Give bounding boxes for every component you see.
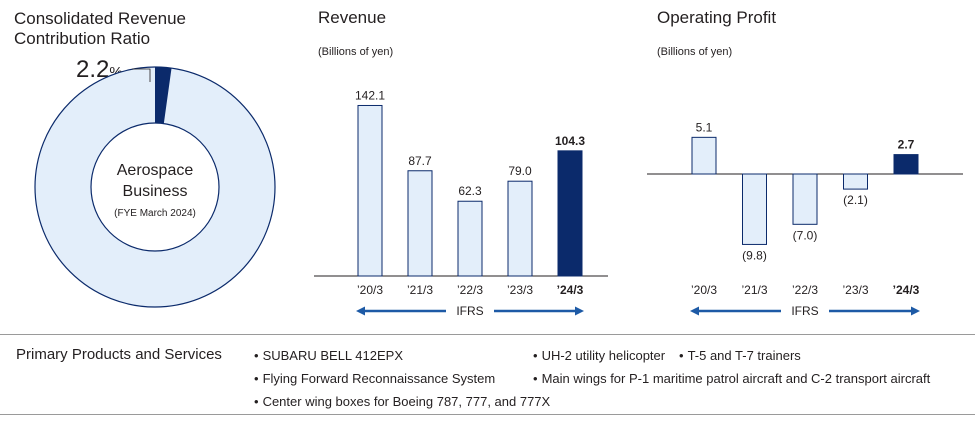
product-item: Flying Forward Reconnaissance System <box>254 371 496 386</box>
data-label: 5.1 <box>696 120 713 134</box>
donut-title: Consolidated Revenue Contribution Ratio <box>14 9 186 49</box>
data-label: 2.7 <box>898 138 915 152</box>
data-label: 87.7 <box>408 154 432 168</box>
bar <box>507 180 533 277</box>
donut-chart: Aerospace Business (FYE March 2024) <box>34 66 276 308</box>
ifrs-arrowhead-right <box>575 306 584 316</box>
bar <box>691 136 717 175</box>
bar <box>893 154 919 175</box>
bar <box>557 150 583 277</box>
revenue-title: Revenue <box>318 8 387 27</box>
donut-share-segment <box>155 67 172 124</box>
product-item: Main wings for P-1 maritime patrol aircr… <box>533 371 931 386</box>
product-item: Center wing boxes for Boeing 787, 777, a… <box>254 394 551 409</box>
donut-title-line2: Contribution Ratio <box>14 29 151 48</box>
ifrs-label: IFRS <box>456 304 483 318</box>
ifrs-arrowhead-right <box>911 306 920 316</box>
category-label: ’20/3 <box>691 283 717 297</box>
bar <box>843 173 868 190</box>
revenue-bar-chart: 142.1 ’20/3 87.7 ’21/3 62.3 ’22/3 79.0 ’23/3 104… <box>314 88 608 318</box>
ifrs-arrowhead-left <box>356 306 365 316</box>
data-label: (7.0) <box>793 228 818 242</box>
product-item: T-5 and T-7 trainers <box>679 348 801 363</box>
donut-outer-edge <box>34 66 276 308</box>
data-label: 142.1 <box>355 88 385 102</box>
donut-center-line1: Aerospace <box>117 162 194 179</box>
profit-title: Operating Profit <box>657 8 777 27</box>
data-label: 79.0 <box>508 164 532 178</box>
products-bottom-divider <box>0 414 975 415</box>
ifrs-label: IFRS <box>791 304 818 318</box>
bar <box>357 104 383 277</box>
category-label: ’23/3 <box>507 283 533 297</box>
category-label: ’21/3 <box>741 283 767 297</box>
profit-bar-chart: 5.1 ’20/3 (9.8) ’21/3 (7.0) ’22/3 (2.1) ’23/3 2.… <box>647 120 963 318</box>
donut-center-line2: Business <box>123 183 188 200</box>
category-label: ’20/3 <box>357 283 383 297</box>
data-label: 104.3 <box>555 134 585 148</box>
data-label: (9.8) <box>742 248 767 262</box>
ifrs-arrowhead-left <box>690 306 699 316</box>
revenue-unit: (Billions of yen) <box>318 46 394 58</box>
bar <box>457 200 483 277</box>
bar <box>742 173 767 245</box>
category-label: ’24/3 <box>557 283 584 297</box>
bar <box>792 173 818 225</box>
donut-title-line1: Consolidated Revenue <box>14 9 187 28</box>
products-top-divider <box>0 334 975 335</box>
profit-unit: (Billions of yen) <box>657 46 733 58</box>
donut-leader-line <box>132 68 151 82</box>
donut-inner-edge <box>90 122 220 252</box>
products-label: Primary Products and Services <box>16 346 222 363</box>
category-label: ’24/3 <box>893 283 920 297</box>
product-item: UH-2 utility helicopter <box>533 348 666 363</box>
category-label: ’21/3 <box>407 283 433 297</box>
data-label: 62.3 <box>458 184 482 198</box>
category-label: ’22/3 <box>457 283 483 297</box>
data-label: (2.1) <box>843 193 868 207</box>
category-label: ’22/3 <box>792 283 818 297</box>
donut-center-note: (FYE March 2024) <box>114 208 196 219</box>
bar <box>407 170 433 277</box>
category-label: ’23/3 <box>842 283 868 297</box>
product-item: SUBARU BELL 412EPX <box>254 348 403 363</box>
